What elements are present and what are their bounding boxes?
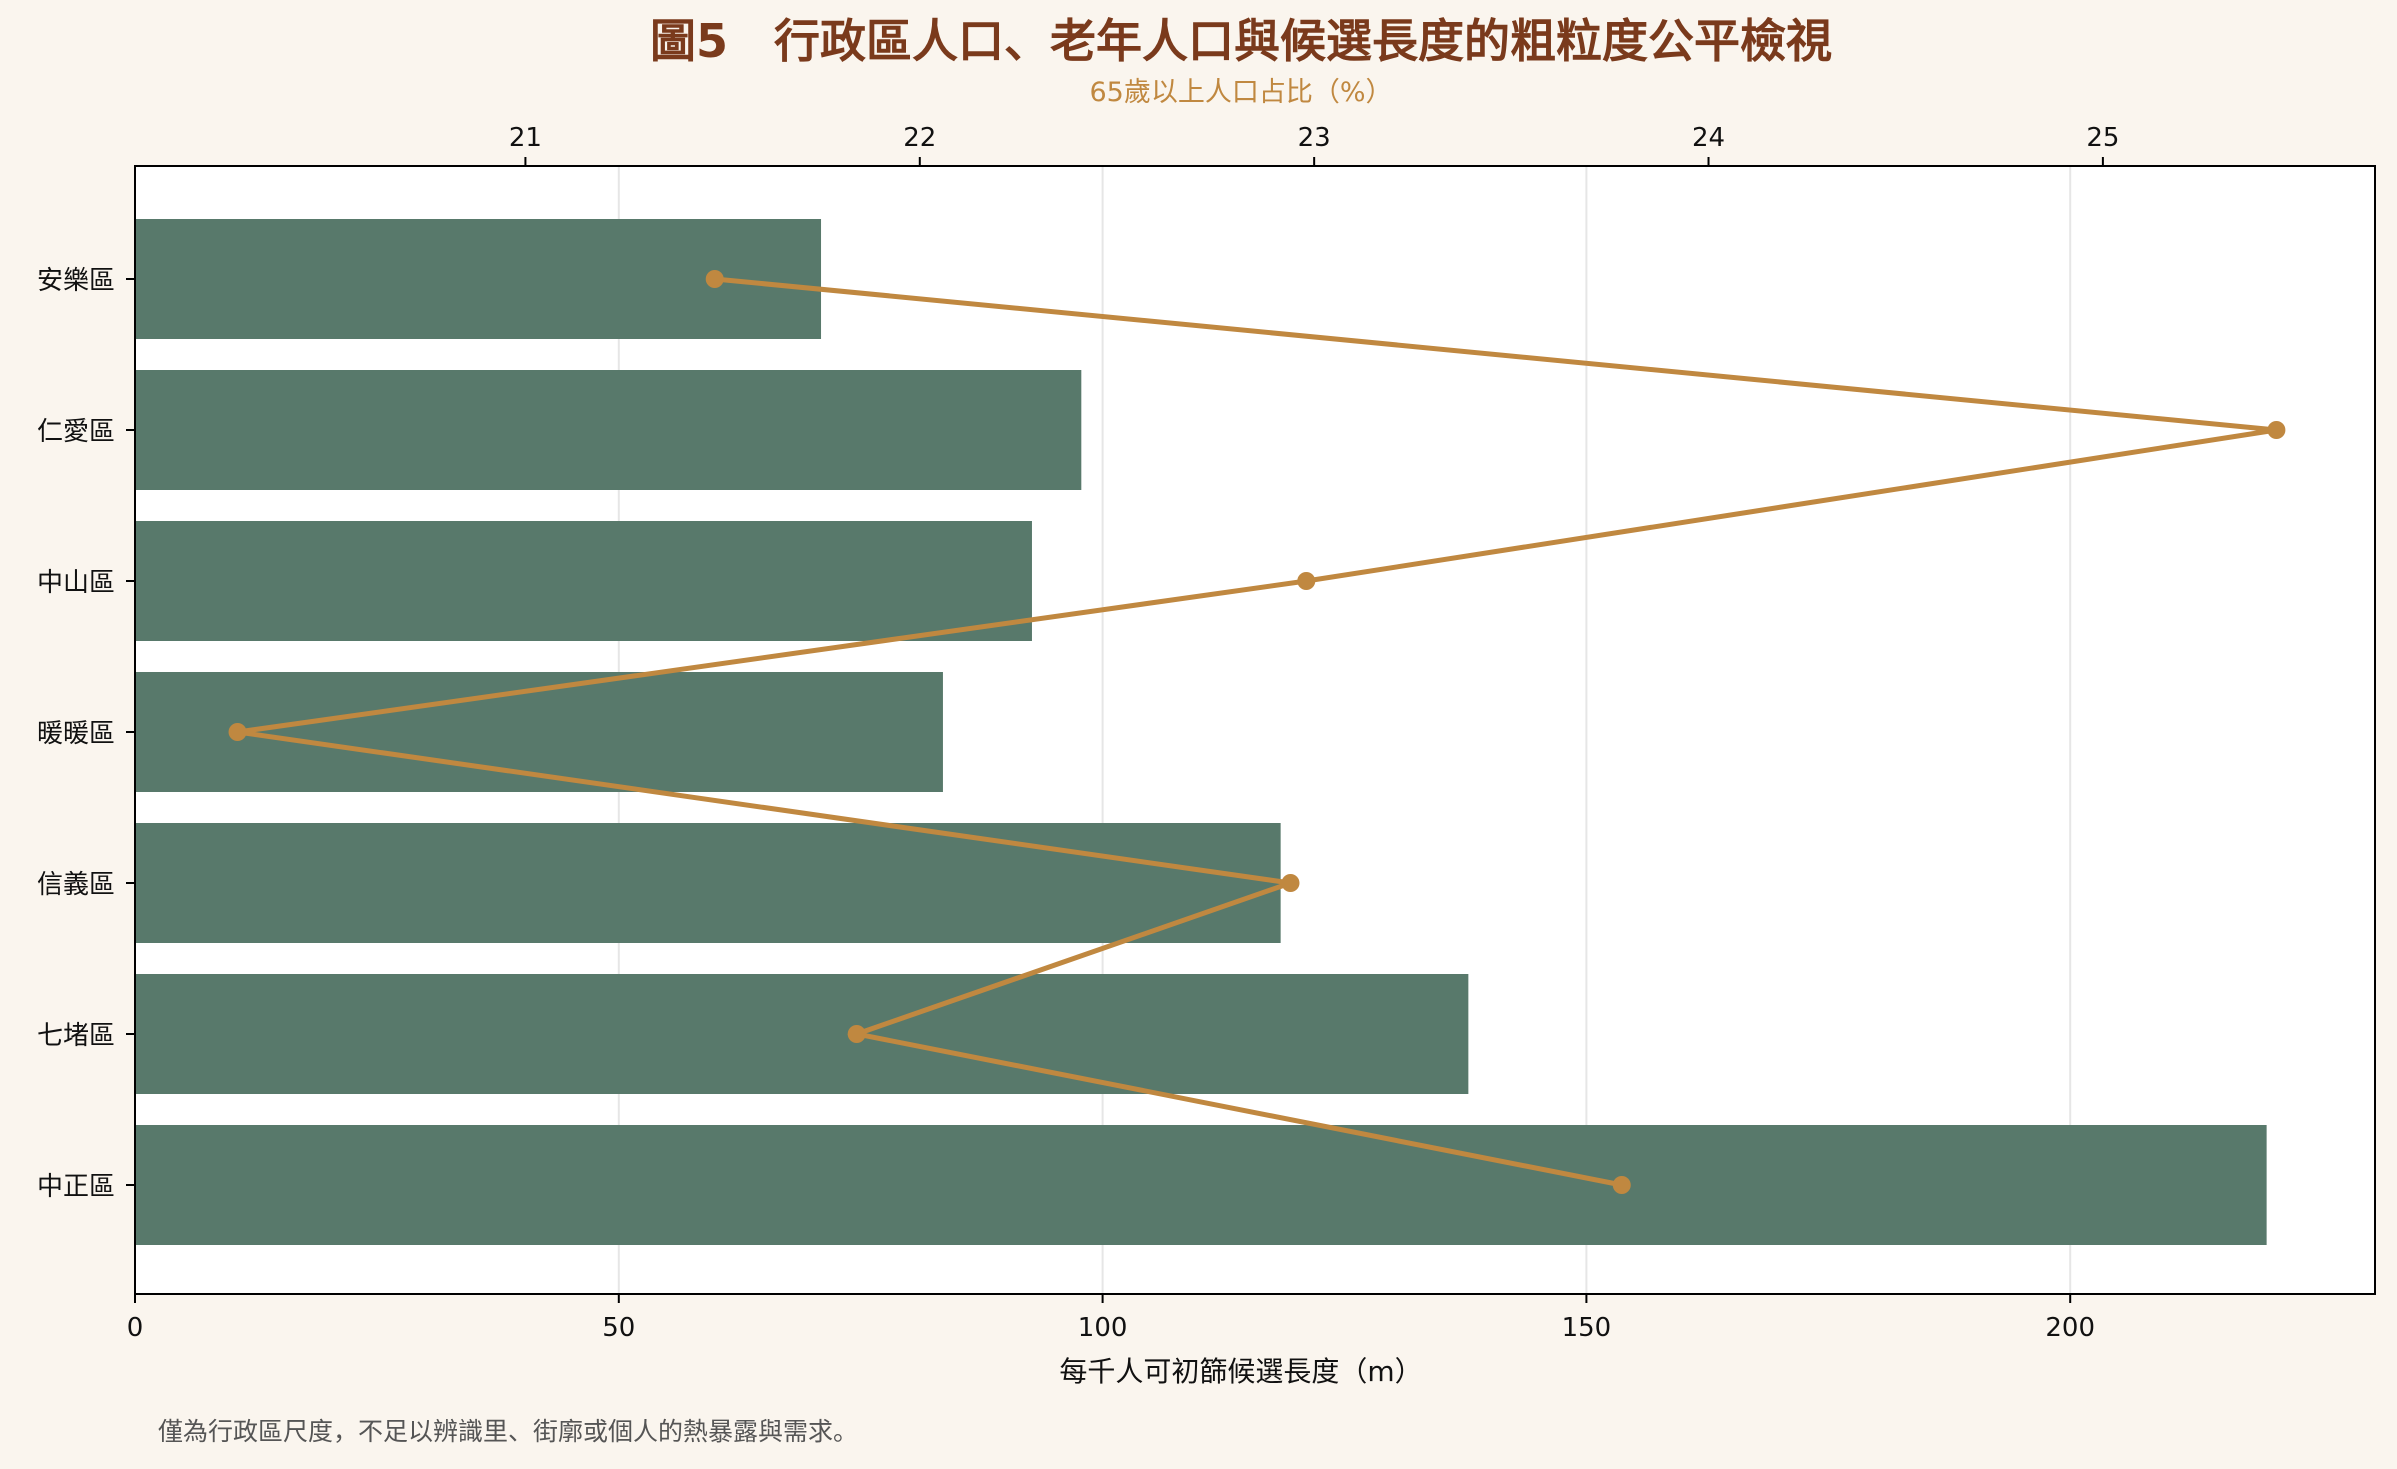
top-axis-title: 65歲以上人口占比（%） bbox=[1089, 77, 1392, 108]
footnote: 僅為行政區尺度，不足以辨識里、街廓或個人的熱暴露與需求。 bbox=[158, 1417, 858, 1446]
bar bbox=[135, 370, 1082, 490]
bottom-tick-label: 0 bbox=[127, 1313, 144, 1343]
data-point bbox=[1281, 874, 1300, 892]
top-tick-label: 24 bbox=[1692, 123, 1725, 153]
bottom-tick-label: 200 bbox=[2045, 1313, 2095, 1343]
data-point bbox=[705, 270, 724, 288]
bars bbox=[135, 219, 2267, 1245]
bar bbox=[135, 672, 943, 792]
data-point bbox=[2267, 421, 2286, 439]
top-tick-label: 22 bbox=[903, 123, 936, 153]
category-label: 暖暖區 bbox=[37, 719, 115, 749]
category-label: 七堵區 bbox=[37, 1021, 115, 1051]
chart-title: 圖5 行政區人口、老年人口與候選長度的粗粒度公平檢視 bbox=[650, 14, 1832, 68]
data-point bbox=[847, 1025, 866, 1043]
category-label: 安樂區 bbox=[37, 266, 115, 296]
category-label: 仁愛區 bbox=[37, 417, 115, 447]
data-point bbox=[1612, 1176, 1631, 1194]
top-axis: 21 22 23 24 25 bbox=[509, 123, 2119, 166]
gridlines bbox=[617, 166, 2072, 1294]
bottom-tick-label: 100 bbox=[1078, 1313, 1128, 1343]
plot-frame bbox=[134, 165, 2376, 1295]
line-series bbox=[228, 270, 2286, 1194]
top-tick-label: 25 bbox=[2086, 123, 2119, 153]
bottom-axis: 0 50 100 150 200 bbox=[127, 1294, 2095, 1343]
category-label: 信義區 bbox=[37, 870, 115, 900]
category-label: 中山區 bbox=[37, 568, 115, 598]
data-point bbox=[228, 723, 247, 741]
bottom-tick-label: 50 bbox=[602, 1313, 635, 1343]
bar bbox=[135, 1125, 2267, 1245]
bar bbox=[135, 521, 1032, 641]
data-point bbox=[1297, 572, 1316, 590]
bottom-tick-label: 150 bbox=[1562, 1313, 1612, 1343]
top-tick-label: 23 bbox=[1298, 123, 1331, 153]
top-tick-label: 21 bbox=[509, 123, 542, 153]
bar bbox=[135, 974, 1469, 1094]
bottom-axis-title: 每千人可初篩候選長度（m） bbox=[1059, 1355, 1422, 1388]
bar bbox=[135, 823, 1281, 943]
category-label: 中正區 bbox=[37, 1172, 115, 1202]
